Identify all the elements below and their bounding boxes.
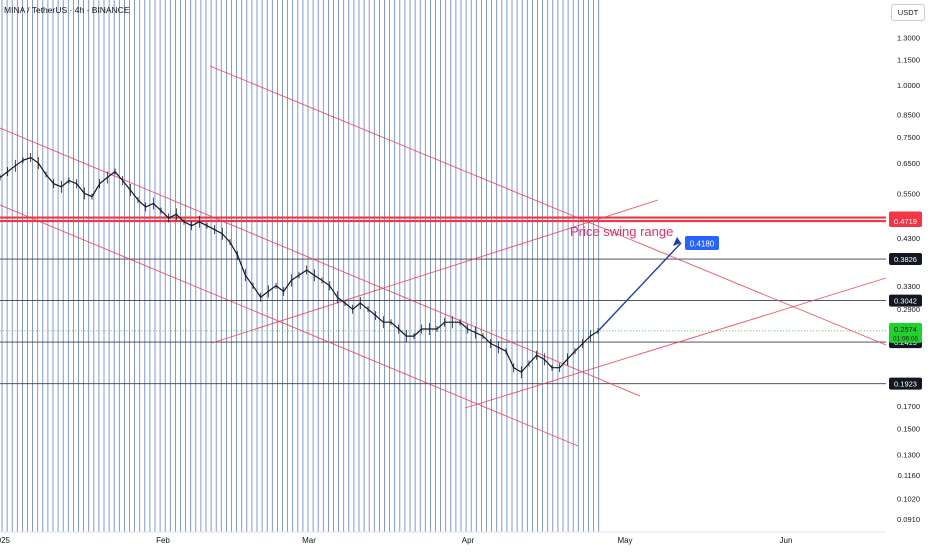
channel-line-0 [209, 65, 887, 346]
x-tick-label-0: 2025 [0, 536, 11, 545]
projection-arrow-head [673, 237, 681, 247]
level-badge-3-text: 0.3042 [894, 297, 917, 306]
currency-button[interactable]: USDT [891, 4, 925, 21]
channel-line-2 [0, 204, 579, 447]
x-tick-label-2: Mar [302, 536, 316, 545]
chart-title: MINA / TetherUS · 4h · BINANCE [4, 5, 130, 15]
level-badge-1-bg [889, 215, 922, 228]
y-tick-label-1: 1.1500 [897, 56, 920, 65]
channel-line-3 [211, 199, 659, 344]
level-badge-5-bg [889, 377, 922, 390]
y-tick-label-8: 0.3300 [897, 282, 920, 291]
y-tick-label-0: 1.3000 [897, 33, 920, 42]
price-line [0, 156, 599, 373]
y-tick-label-15: 0.0910 [897, 515, 920, 524]
y-tick-label-5: 0.6500 [897, 159, 920, 168]
target-label: 0.4180 [690, 240, 715, 249]
level-badge-5-text: 0.1923 [894, 380, 917, 389]
horizontal-levels [0, 216, 886, 385]
last-price-text: 0.2574 [894, 325, 917, 334]
y-tick-label-12: 0.1300 [897, 451, 920, 460]
annotations: Price swing range 0.4180 [570, 224, 719, 332]
time-axis[interactable]: 2025 Feb Mar Apr May Jun [0, 531, 886, 545]
countdown-text: 01:06:05 [893, 335, 919, 342]
y-tick-label-7: 0.4300 [897, 234, 920, 243]
price-axis[interactable]: 1.3000 1.1500 1.0000 0.8500 0.7500 0.6500 0.55… [897, 33, 920, 524]
y-tick-label-3: 0.8500 [897, 110, 920, 119]
target-badge [685, 236, 719, 250]
y-tick-label-6: 0.5500 [897, 189, 920, 198]
last-price-badge [889, 322, 922, 343]
level-badge-3-bg [889, 294, 922, 307]
x-tick-label-4: May [617, 536, 632, 545]
y-tick-label-2: 1.0000 [897, 81, 920, 90]
y-tick-label-13: 0.1160 [898, 471, 920, 480]
trend-channels [0, 65, 887, 447]
channel-line-1 [0, 127, 641, 397]
y-tick-label-10: 0.1700 [897, 402, 920, 411]
x-tick-label-5: Jun [780, 536, 793, 545]
y-tick-label-9: 0.2900 [897, 305, 920, 314]
y-tick-label-11: 0.1500 [897, 425, 920, 434]
channel-line-4 [464, 277, 887, 409]
y-tick-label-4: 0.7500 [897, 133, 920, 142]
price-series [0, 153, 599, 379]
level-badge-2-text: 0.3826 [894, 255, 917, 264]
swing-range-annotation: Price swing range [570, 224, 673, 239]
price-badges: 0.48110.47190.38260.30420.24190.19230.25… [889, 211, 922, 390]
x-tick-label-1: Feb [156, 536, 170, 545]
projection-arrow-line [597, 242, 682, 332]
vertical-grid-lines [1, 0, 600, 532]
y-tick-label-14: 0.1020 [897, 495, 920, 504]
x-tick-label-3: Apr [462, 536, 475, 545]
level-badge-1-text: 0.4719 [894, 217, 917, 226]
level-badge-2-bg [889, 253, 922, 266]
